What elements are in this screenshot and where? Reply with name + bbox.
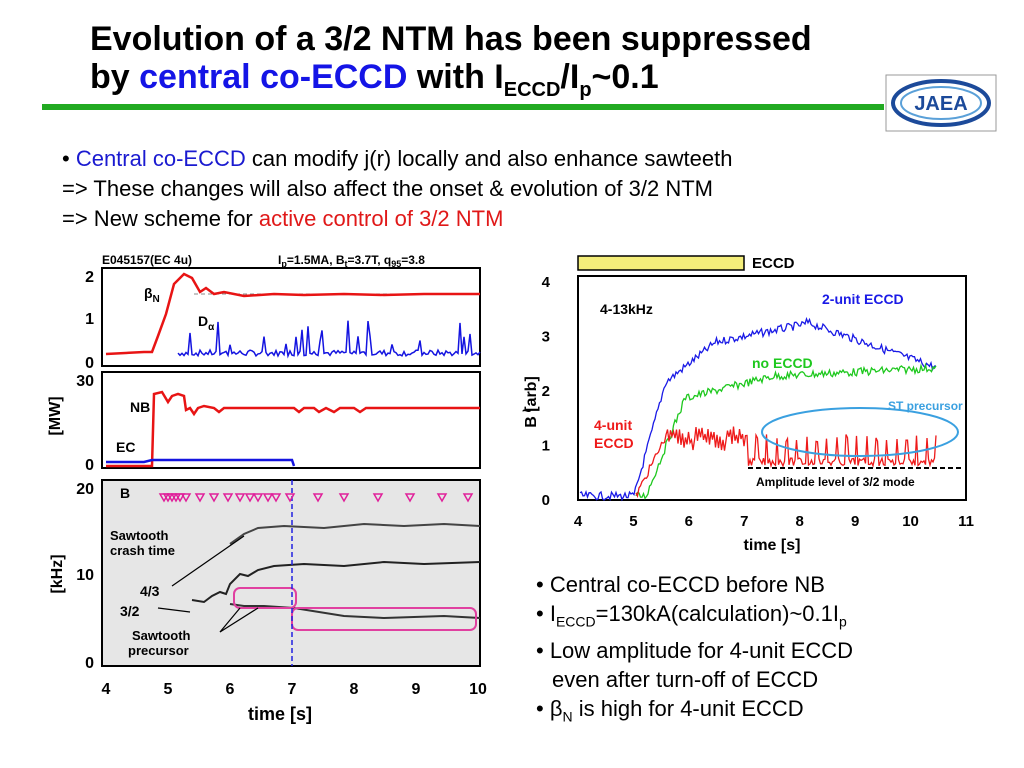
left-figure: E045157(EC 4u) Ip=1.5MA, Bt=3.7T, q95=3.… — [47, 253, 487, 724]
eccd-bar-label: ECCD — [752, 255, 795, 272]
jaea-logo: JAEA — [885, 74, 997, 132]
left-xtick: 8 — [350, 681, 359, 698]
bottom-bullets: • Central co-ECCD before NB • IECCD=130k… — [536, 570, 853, 732]
four-unit-label: 4-unit ECCD — [594, 417, 634, 451]
right-ytick: 1 — [542, 438, 550, 455]
svg-text:0: 0 — [85, 355, 94, 372]
svg-text:20: 20 — [76, 481, 94, 498]
sawtooth-crash-markers — [158, 493, 474, 503]
left-xtick: 5 — [164, 681, 173, 698]
left-xtick: 7 — [288, 681, 297, 698]
right-xtick: 11 — [958, 513, 974, 530]
panel3-ylabel: [kHz] — [49, 554, 66, 593]
right-y-ticks: 4 3 2 1 0 — [542, 274, 551, 509]
bottom-bullet-2: • IECCD=130kA(calculation)~0.1Ip — [536, 601, 847, 630]
panel2-ylabel: [MW] — [47, 396, 64, 435]
svg-text:10: 10 — [76, 567, 94, 584]
svg-text:30: 30 — [76, 373, 94, 390]
amp-level-label: Amplitude level of 3/2 mode — [756, 475, 915, 489]
top-bullets: • Central co-ECCD can modify j(r) locall… — [62, 144, 732, 234]
mode-43-label: 4/3 — [140, 583, 160, 599]
left-xtick: 4 — [102, 681, 111, 698]
title-line-2: by central co-ECCD with IECCD/Ip~0.1 — [90, 58, 659, 101]
left-xlabel: time [s] — [248, 704, 312, 724]
left-xtick: 6 — [226, 681, 235, 698]
right-xtick: 4 — [574, 513, 583, 530]
right-xtick: 6 — [685, 513, 693, 530]
left-xtick: 9 — [412, 681, 421, 698]
right-xtick: 9 — [851, 513, 859, 530]
ec-label: EC — [116, 439, 135, 455]
panel-heating-power: 30 0 [MW] NB EC — [47, 371, 481, 474]
mode-32-label: 3/2 — [120, 603, 140, 619]
right-ytick: 2 — [542, 383, 550, 400]
bottom-bullet-1: • Central co-ECCD before NB — [536, 572, 825, 597]
bottom-bullet-4: • βN is high for 4-unit ECCD — [536, 696, 804, 725]
right-ylabel-tilde: ~ — [522, 403, 531, 420]
top-bullet-3: => New scheme for active control of 3/2 … — [62, 206, 504, 231]
right-ytick: 4 — [542, 274, 551, 291]
title-line-1: Evolution of a 3/2 NTM has been suppress… — [90, 20, 812, 58]
panel-beta-dalpha: 2 1 0 βN Dα — [85, 267, 481, 372]
right-xtick: 7 — [740, 513, 748, 530]
right-traces — [579, 316, 937, 502]
st-precursor-ellipse — [761, 407, 959, 457]
nb-label: NB — [130, 399, 150, 415]
no-eccd-label: no ECCD — [752, 355, 813, 371]
b-label: B — [120, 485, 130, 501]
dalpha-label: Dα — [198, 313, 215, 333]
right-xtick: 8 — [796, 513, 804, 530]
top-bullet-2: => These changes will also affect the on… — [62, 176, 714, 201]
svg-text:0: 0 — [85, 457, 94, 474]
right-x-ticks: 4 5 6 7 8 9 10 11 — [574, 513, 974, 530]
bottom-bullet-3b: even after turn-off of ECCD — [552, 667, 819, 693]
right-ytick: 3 — [542, 329, 550, 346]
top-bullet-1: • Central co-ECCD can modify j(r) locall… — [62, 146, 733, 171]
right-xtick: 10 — [902, 513, 919, 530]
svg-text:2: 2 — [85, 269, 94, 286]
right-xtick: 5 — [629, 513, 637, 530]
shot-label: E045157(EC 4u) — [102, 253, 192, 267]
panel-spectrogram: 20 10 0 [kHz] B Sawtooth crash time 4/3 3… — [49, 479, 481, 672]
svg-text:1: 1 — [85, 311, 94, 328]
title-highlight: central co-ECCD — [139, 58, 408, 96]
beta-n-label: βN — [144, 285, 160, 305]
dalpha-trace — [177, 320, 481, 359]
freq-label: 4-13kHz — [600, 301, 653, 317]
left-xtick: 10 — [469, 681, 487, 698]
right-ytick: 0 — [542, 492, 550, 509]
right-ylabel: B [arb] — [523, 376, 540, 428]
title-underline — [42, 104, 884, 110]
params-label: Ip=1.5MA, Bt=3.7T, q95=3.8 — [278, 253, 425, 269]
slide-title: Evolution of a 3/2 NTM has been suppress… — [90, 20, 890, 109]
right-xlabel: time [s] — [744, 537, 801, 554]
logo-text: JAEA — [914, 93, 967, 115]
precursor-label: Sawtooth precursor — [128, 628, 191, 658]
svg-text:0: 0 — [85, 655, 94, 672]
st-precursor-label: ST precursor — [888, 399, 963, 413]
eccd-period-bar — [577, 255, 745, 271]
bottom-bullet-3: • Low amplitude for 4-unit ECCD — [536, 638, 854, 664]
two-unit-label: 2-unit ECCD — [822, 291, 904, 307]
left-x-ticks: 4 5 6 7 8 9 10 — [102, 681, 487, 698]
sawtooth-crash-label: Sawtooth crash time — [110, 528, 175, 558]
